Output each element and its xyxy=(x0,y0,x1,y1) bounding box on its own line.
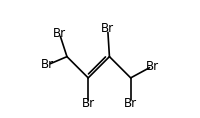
Text: Br: Br xyxy=(124,97,137,110)
Text: Br: Br xyxy=(146,60,159,73)
Text: Br: Br xyxy=(41,58,54,71)
Text: Br: Br xyxy=(53,27,66,40)
Text: Br: Br xyxy=(82,97,95,110)
Text: Br: Br xyxy=(101,22,114,35)
